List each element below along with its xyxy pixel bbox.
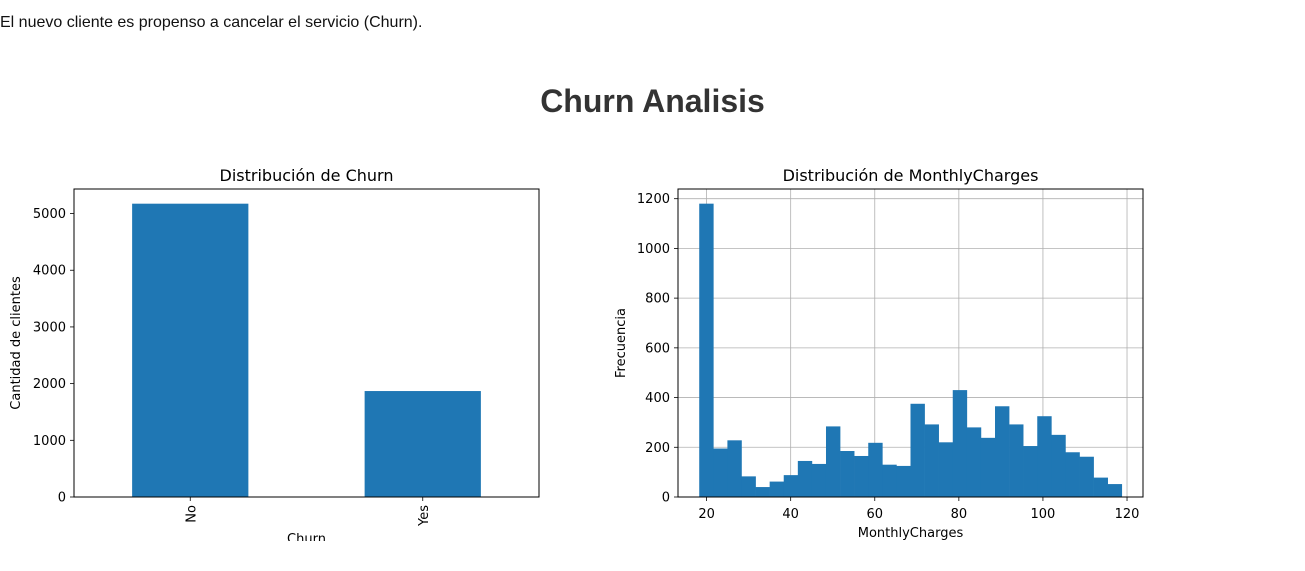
chart2-ytick-label: 600 xyxy=(645,341,670,356)
chart2-histogram-bar xyxy=(699,203,714,497)
chart2-histogram-bar xyxy=(938,442,954,497)
chart2-frame xyxy=(677,188,1144,498)
chart1-title: Distribución de Churn xyxy=(220,166,394,185)
chart1-xtick-label: No xyxy=(184,505,199,523)
chart2-histogram-bar xyxy=(811,463,827,497)
charts-figure: Distribución de Churn No Yes 0 1000 2000 3000 4… xyxy=(0,150,1305,541)
chart2-ytick-label: 200 xyxy=(645,441,670,456)
chart2-histogram-bar xyxy=(1093,477,1108,497)
chart2-histogram-bar xyxy=(868,442,883,497)
chart2-histogram-bar xyxy=(1079,456,1094,497)
chart1-ylabel: Cantidad de clientes xyxy=(9,276,24,410)
chart2-ytick-label: 1000 xyxy=(637,242,670,257)
chart2-histogram-bar xyxy=(825,426,841,497)
chart2-histogram-bar xyxy=(854,455,869,497)
chart2-title: Distribución de MonthlyCharges xyxy=(783,166,1039,185)
chart1-ytick-label: 2000 xyxy=(33,377,66,392)
chart2-histogram-bar xyxy=(741,476,756,497)
chart2-ytick-label: 0 xyxy=(662,491,670,506)
chart2-histogram-bar xyxy=(1065,452,1080,497)
chart2-histogram-bar xyxy=(1023,446,1038,497)
chart1-bar-no xyxy=(132,203,249,497)
chart2-histogram-bar xyxy=(966,427,982,497)
chart2-xtick-label: 40 xyxy=(782,507,799,522)
chart1-frame xyxy=(73,188,540,498)
page-title: Churn Analisis xyxy=(540,83,765,119)
chart2-histogram-bar xyxy=(783,475,799,497)
chart2-histogram-bar xyxy=(882,464,897,497)
chart2-histogram-bar xyxy=(1009,424,1024,497)
chart2-histogram-bar xyxy=(995,406,1010,497)
chart2-xtick-label: 100 xyxy=(1031,507,1056,522)
chart1-xtick-label: Yes xyxy=(417,505,432,527)
chart2-histogram-bar xyxy=(1107,484,1123,497)
chart2-ytick-label: 800 xyxy=(645,292,670,307)
chart2-xtick-label: 80 xyxy=(951,507,968,522)
chart1-bar-yes xyxy=(364,391,481,497)
chart2-histogram-bar xyxy=(840,451,855,497)
chart1-ytick-label: 0 xyxy=(58,491,66,506)
chart2-histogram-bar xyxy=(1051,434,1066,497)
chart2-histogram-bar xyxy=(910,403,925,497)
churn-prediction-message: El nuevo cliente es propenso a cancelar … xyxy=(0,14,423,31)
chart2-histogram-bar xyxy=(980,437,996,497)
chart2-histogram-bar xyxy=(727,440,742,497)
chart2-histogram-bar xyxy=(952,390,968,497)
chart1-ytick-label: 4000 xyxy=(33,264,66,279)
chart2-ytick-label: 1200 xyxy=(637,192,670,207)
chart2-histogram-bar xyxy=(755,487,770,497)
chart1-xlabel: Churn xyxy=(287,532,326,541)
chart2-xlabel: MonthlyCharges xyxy=(858,526,964,541)
chart2-xtick-label: 120 xyxy=(1115,507,1140,522)
chart2-xtick-label: 60 xyxy=(866,507,883,522)
chart2-histogram-bar xyxy=(769,481,785,497)
chart1-ytick-label: 5000 xyxy=(33,207,66,222)
chart2-xtick-label: 20 xyxy=(698,507,715,522)
chart1-ytick-label: 1000 xyxy=(33,434,66,449)
chart2-ytick-label: 400 xyxy=(645,391,670,406)
chart2-histogram-bar xyxy=(924,424,939,497)
chart2-histogram-bar xyxy=(896,465,911,497)
chart2-histogram-bar xyxy=(1037,416,1052,497)
chart1-ytick-label: 3000 xyxy=(33,320,66,335)
chart2-ylabel: Frecuencia xyxy=(614,308,629,378)
chart2-histogram-bar xyxy=(713,448,728,497)
chart2-histogram-bar xyxy=(797,460,813,497)
